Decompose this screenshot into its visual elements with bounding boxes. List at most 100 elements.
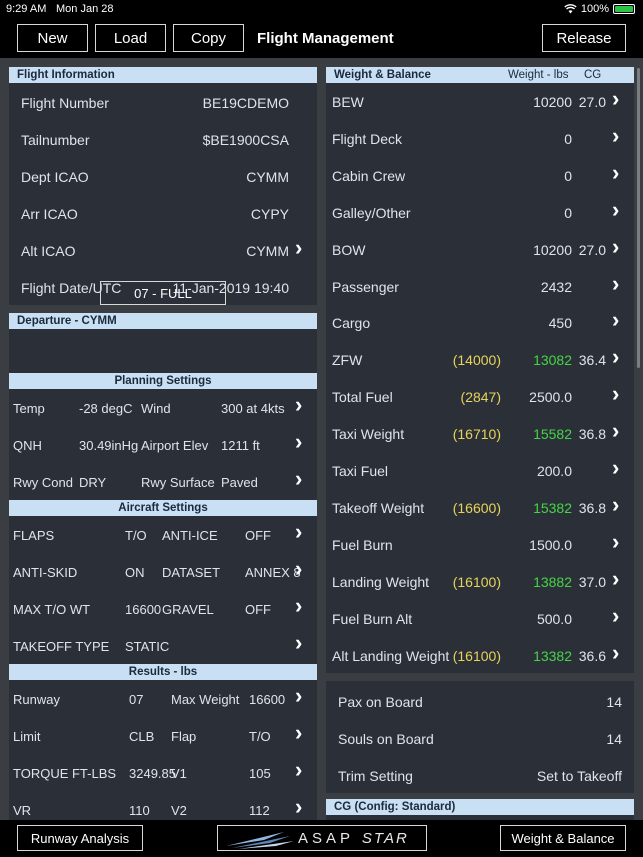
planning-label-2: Wind [141,401,171,416]
summary-row: Trim Setting Set to Takeoff [326,758,634,795]
page-title: Flight Management [257,30,394,47]
planning-value-2: 300 at 4kts [221,401,285,416]
flight-info-value: 11-Jan-2019 19:40 [172,280,290,296]
flight-info-row[interactable]: Tailnumber $BE1900CSA [9,122,317,159]
chevron-right-icon [295,689,305,704]
results-row[interactable]: Limit CLB Flap T/O [9,718,317,755]
aircraft-value: STATIC [125,639,170,654]
planning-value: DRY [79,475,107,490]
flight-info-row[interactable]: Flight Number BE19CDEMO [9,85,317,122]
status-time: 9:29 AM [6,3,47,15]
flight-info-row[interactable]: Arr ICAO CYPY [9,196,317,233]
wb-row[interactable]: Cabin Crew 0 [326,158,634,195]
chevron-right-icon [295,763,305,778]
aircraft-value-2: OFF [245,528,271,543]
results-row[interactable]: VR 110 V2 112 [9,792,317,820]
wb-label: Cargo [332,315,371,332]
asap-star-logo: ASAP STAR [217,825,427,851]
aircraft-row[interactable]: MAX T/O WT 16600 GRAVEL OFF [9,591,317,628]
flight-info-label: Flight Number [21,95,109,111]
chevron-right-icon [295,241,305,256]
release-button[interactable]: Release [542,24,626,52]
aircraft-row[interactable]: ANTI-SKID ON DATASET ANNEX 8 [9,554,317,591]
wb-limit: (16100) [452,647,501,664]
aircraft-label-2: DATASET [162,565,221,580]
wb-row[interactable]: Taxi Weight (16710) 15582 36.8 [326,416,634,453]
planning-row[interactable]: QNH 30.49inHg Airport Elev 1211 ft [9,427,317,464]
wb-row[interactable]: Fuel Burn Alt 500.0 [326,601,634,638]
aircraft-value: ON [125,565,145,580]
chevron-right-icon [295,435,305,450]
aircraft-row[interactable]: FLAPS T/O ANTI-ICE OFF [9,517,317,554]
runway-select-button[interactable]: 07 - FULL [100,281,226,305]
aircraft-row[interactable]: TAKEOFF TYPE STATIC [9,628,317,665]
wb-row[interactable]: BEW 10200 27.0 [326,84,634,121]
wb-row[interactable]: ZFW (14000) 13082 36.4 [326,342,634,379]
planning-row[interactable]: Temp -28 degC Wind 300 at 4kts [9,390,317,427]
results-label: Limit [13,729,41,744]
bottom-toolbar: Runway Analysis ASAP STAR Weight & Balan… [0,820,643,857]
wb-row[interactable]: Flight Deck 0 [326,121,634,158]
flight-info-row[interactable]: Dept ICAO CYMM [9,159,317,196]
wb-label: Passenger [332,278,399,295]
runway-analysis-button[interactable]: Runway Analysis [17,825,143,851]
summary-row: Souls on Board 14 [326,721,634,758]
wb-row[interactable]: Landing Weight (16100) 13882 37.0 [326,564,634,601]
battery-percent: 100% [580,3,609,15]
wb-row[interactable]: Takeoff Weight (16600) 15382 36.8 [326,490,634,527]
weight-balance-button[interactable]: Weight & Balance [500,825,626,851]
wb-row[interactable]: Alt Landing Weight (16100) 13382 36.6 [326,638,634,675]
wb-label: Alt Landing Weight [332,647,450,664]
chevron-right-icon [612,387,622,402]
summary-panel: Pax on Board 14 Souls on Board 14 Trim Setti… [326,681,634,793]
flight-info-value: CYMM [246,243,289,259]
wb-weight: 15382 [533,499,572,516]
weight-balance-title: Weight & Balance [334,69,431,81]
results-value: 3249.85 [129,766,176,781]
chevron-right-icon [612,350,622,365]
summary-label: Pax on Board [338,694,423,710]
aircraft-settings-header: Aircraft Settings [9,500,317,516]
departure-header: Departure - CYMM [9,313,317,329]
planning-value: 30.49inHg [79,438,139,453]
copy-button[interactable]: Copy [173,24,244,52]
flight-info-label: Tailnumber [21,132,90,148]
wb-row[interactable]: Galley/Other 0 [326,195,634,232]
results-value: CLB [129,729,155,744]
wing-logo-icon [226,832,294,849]
wb-weight: 1500.0 [529,536,572,553]
results-row[interactable]: TORQUE FT-LBS 3249.85 V1 105 [9,755,317,792]
wb-label: Flight Deck [332,130,403,147]
planning-label: Temp [13,401,45,416]
planning-row[interactable]: Rwy Cond DRY Rwy Surface Paved [9,464,317,501]
scrollbar[interactable] [637,68,640,368]
planning-value-2: 1211 ft [221,438,260,453]
chevron-right-icon [295,636,305,651]
status-date: Mon Jan 28 [56,3,114,15]
wb-row[interactable]: Taxi Fuel 200.0 [326,453,634,490]
flight-info-row[interactable]: Alt ICAO CYMM [9,233,317,270]
flight-info-label: Dept ICAO [21,169,89,185]
wb-row[interactable]: Cargo 450 [326,305,634,342]
results-value-2: 105 [249,766,271,781]
load-button[interactable]: Load [95,24,166,52]
wb-label: Takeoff Weight [332,499,425,516]
summary-label: Souls on Board [338,731,434,747]
wb-row[interactable]: BOW 10200 27.0 [326,232,634,269]
wb-row[interactable]: Total Fuel (2847) 2500.0 [326,379,634,416]
results-row[interactable]: Runway 07 Max Weight 16600 [9,681,317,718]
flight-info-row[interactable]: Flight Date/UTC 11-Jan-2019 19:40 [9,270,317,307]
aircraft-label-2: GRAVEL [162,602,214,617]
wb-row[interactable]: Passenger 2432 [326,269,634,306]
results-label: Runway [13,692,60,707]
results-value-2: T/O [249,729,271,744]
wb-label: Taxi Fuel [332,463,389,479]
aircraft-value: 16600 [125,602,162,617]
results-label-2: Flap [171,729,197,744]
flight-info-value: $BE1900CSA [202,132,289,148]
chevron-right-icon [295,800,305,815]
wb-cg: 27.0 [578,241,606,258]
wb-row[interactable]: Fuel Burn 1500.0 [326,527,634,564]
new-button[interactable]: New [17,24,88,52]
summary-value: 14 [606,694,622,710]
